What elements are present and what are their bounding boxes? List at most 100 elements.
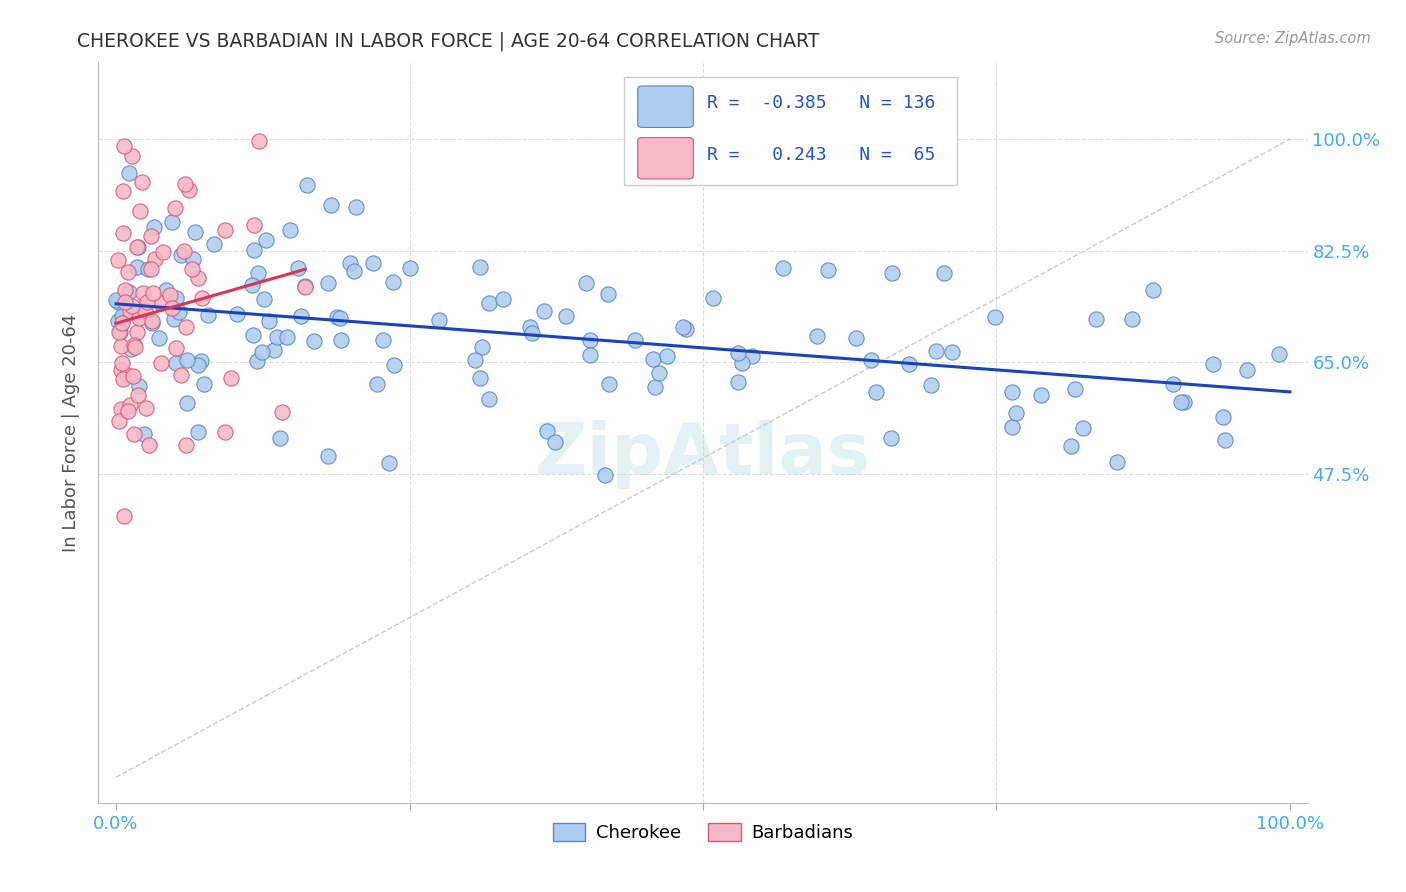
Point — [128, 379, 150, 393]
Point — [934, 266, 956, 280]
Point — [107, 413, 129, 427]
Point — [105, 293, 128, 308]
Point — [243, 243, 266, 257]
Point — [132, 285, 155, 300]
Point — [165, 341, 187, 355]
Point — [181, 252, 204, 266]
Point — [148, 331, 170, 345]
Point — [114, 283, 136, 297]
Point — [361, 256, 384, 270]
Point — [160, 301, 183, 316]
Point — [741, 349, 763, 363]
Point — [131, 175, 153, 189]
Point — [174, 177, 197, 191]
Point — [806, 329, 828, 343]
Point — [817, 263, 839, 277]
Point — [1060, 439, 1083, 453]
Point — [845, 331, 868, 345]
Point — [125, 326, 148, 340]
Point — [246, 353, 269, 368]
Point — [1063, 382, 1085, 396]
Point — [492, 292, 515, 306]
Point — [141, 314, 163, 328]
Point — [727, 375, 749, 389]
Point — [127, 388, 149, 402]
Point — [143, 219, 166, 234]
Point — [180, 261, 202, 276]
Point — [139, 262, 162, 277]
Point — [555, 310, 578, 324]
Point — [578, 348, 600, 362]
Point — [112, 509, 135, 524]
FancyBboxPatch shape — [638, 86, 693, 128]
Point — [596, 286, 619, 301]
Point — [246, 266, 269, 280]
Point — [118, 303, 141, 318]
Point — [159, 288, 181, 302]
Point — [579, 333, 602, 347]
Point — [114, 306, 136, 320]
Point — [471, 340, 494, 354]
Point — [294, 278, 316, 293]
Point — [120, 342, 142, 356]
Point — [128, 311, 150, 326]
Point — [117, 368, 139, 382]
Point — [544, 434, 567, 449]
Point — [1001, 420, 1024, 434]
Point — [136, 295, 159, 310]
Point — [108, 326, 131, 340]
Point — [294, 280, 316, 294]
Point — [152, 244, 174, 259]
Point — [266, 330, 288, 344]
Point — [287, 260, 309, 275]
Point — [1071, 421, 1094, 435]
Point — [533, 304, 555, 318]
Point — [170, 248, 193, 262]
Point — [219, 370, 242, 384]
Point — [111, 316, 134, 330]
Point — [290, 309, 312, 323]
Point — [882, 266, 904, 280]
Point — [339, 256, 361, 270]
Point — [731, 355, 754, 369]
Point — [427, 312, 450, 326]
Point — [150, 356, 173, 370]
Point — [271, 405, 294, 419]
Point — [1005, 405, 1028, 419]
Point — [595, 468, 617, 483]
Point — [110, 362, 132, 376]
Point — [197, 308, 219, 322]
Point — [253, 292, 276, 306]
Point — [117, 265, 139, 279]
Point — [648, 366, 671, 380]
FancyBboxPatch shape — [638, 137, 693, 179]
Point — [240, 278, 263, 293]
Point — [925, 344, 948, 359]
Point — [898, 357, 921, 371]
Point — [193, 376, 215, 391]
Point — [1213, 433, 1236, 447]
Point — [519, 319, 541, 334]
Point — [1105, 455, 1128, 469]
Point — [1029, 388, 1052, 402]
Point — [163, 201, 186, 215]
Point — [128, 203, 150, 218]
Point — [170, 368, 193, 383]
Point — [118, 166, 141, 180]
Point — [880, 431, 903, 445]
Legend: Cherokee, Barbadians: Cherokee, Barbadians — [546, 815, 860, 849]
Point — [478, 296, 501, 310]
Point — [243, 218, 266, 232]
Point — [165, 356, 187, 370]
Point — [110, 339, 132, 353]
Point — [173, 244, 195, 258]
Point — [382, 275, 405, 289]
Point — [254, 233, 277, 247]
Point — [135, 401, 157, 415]
Point — [117, 285, 139, 299]
Point — [983, 310, 1005, 325]
Point — [122, 369, 145, 384]
Point — [121, 149, 143, 163]
Point — [536, 424, 558, 438]
Point — [112, 184, 135, 198]
